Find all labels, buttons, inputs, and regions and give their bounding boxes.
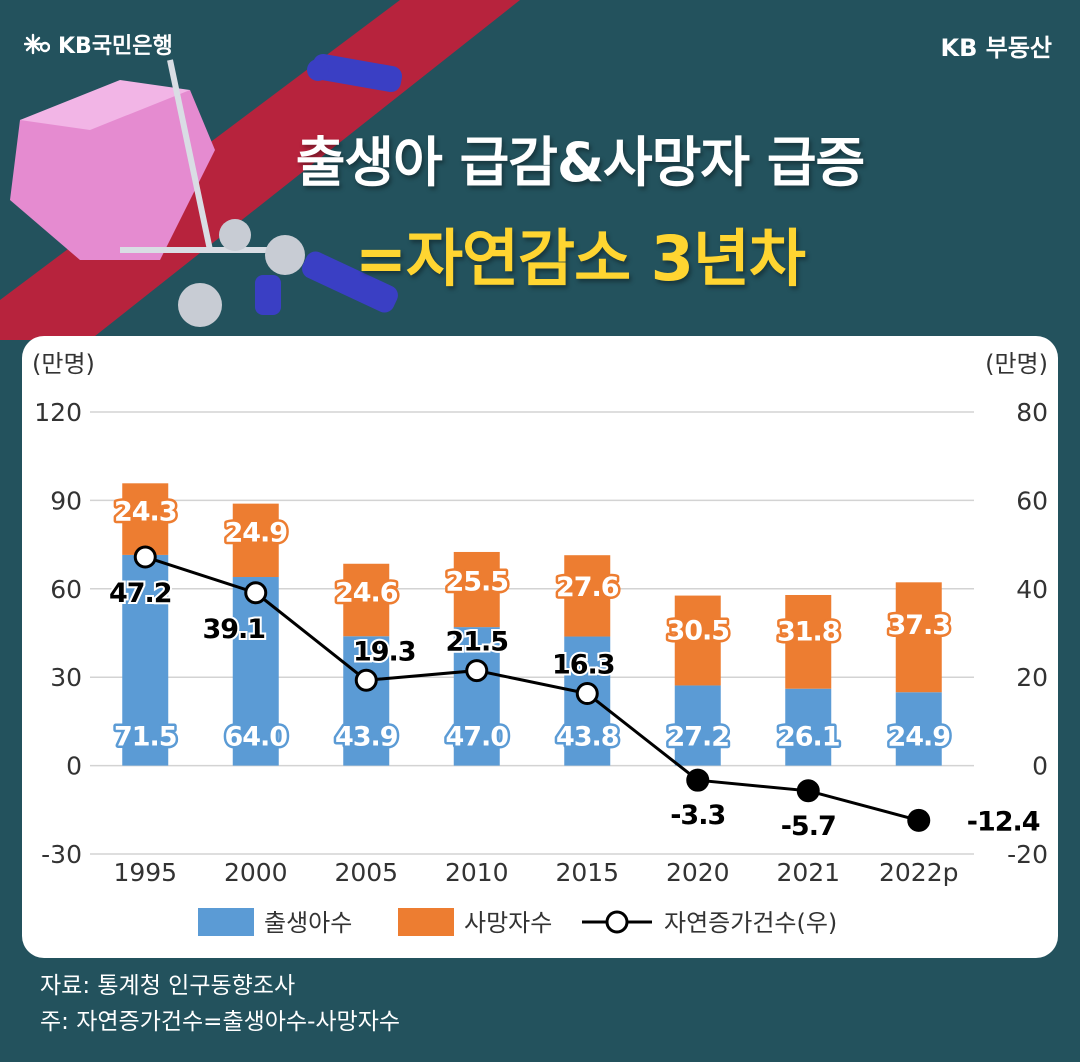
x-tick-label: 2010: [445, 858, 509, 887]
deaths-value-label: 24.3: [114, 497, 177, 528]
bar-births: [674, 685, 721, 766]
legend-label-natural: 자연증가건수(우): [664, 909, 837, 937]
line-point: [465, 659, 489, 683]
y-right-tick-label: 60: [1016, 486, 1048, 515]
y-right-tick-label: -20: [1007, 840, 1048, 869]
y-left-tick-label: -30: [41, 840, 82, 869]
line-point: [244, 581, 268, 605]
x-tick-label: 1995: [113, 858, 177, 887]
births-value-label: 64.0: [224, 722, 287, 753]
bar-births: [453, 627, 500, 766]
y-left-tick-label: 60: [50, 575, 82, 604]
page-subtitle: =자연감소 3년차: [355, 222, 806, 295]
births-value-label: 43.8: [556, 722, 619, 753]
y-right-unit-label: (만명): [985, 350, 1048, 378]
line-value-label: 16.3: [552, 650, 615, 681]
footer-notes: 자료: 통계청 인구동향조사 주: 자연증가건수=출생아수-사망자수: [40, 968, 400, 1040]
bar-deaths: [453, 551, 500, 628]
line-value-label: -12.4: [967, 806, 1040, 837]
x-tick-label: 2000: [224, 858, 288, 887]
chart-card: (만명) (만명) 120 90 60 30 0 -30 80 60 40 20 0 -20 1995 200…: [22, 336, 1058, 958]
deaths-value-label: 25.5: [445, 567, 508, 598]
births-value-label: 71.5: [114, 722, 177, 753]
line-point: [907, 808, 931, 832]
bar-births: [122, 554, 169, 766]
x-tick-label: 2020: [666, 858, 730, 887]
deaths-value-label: 31.8: [777, 617, 840, 648]
y-left-tick-label: 90: [50, 486, 82, 515]
births-value-label: 47.0: [445, 722, 508, 753]
y-right-tick-label: 0: [1032, 752, 1048, 781]
bar-births: [343, 636, 390, 766]
line-point: [796, 779, 820, 803]
line-value-label: 19.3: [353, 636, 416, 667]
line-point: [686, 768, 710, 792]
deaths-value-label: 27.6: [556, 572, 619, 603]
line-value-label: 39.1: [202, 614, 265, 645]
births-value-label: 26.1: [777, 722, 840, 753]
births-value-label: 43.9: [335, 722, 398, 753]
y-right-tick-label: 20: [1016, 663, 1048, 692]
line-point: [354, 668, 378, 692]
y-left-tick-label: 0: [66, 752, 82, 781]
x-tick-label: 2021: [776, 858, 840, 887]
y-left-unit-label: (만명): [32, 350, 95, 378]
bar-deaths: [564, 555, 611, 637]
person-figure-icon: [255, 53, 402, 315]
line-value-label: -5.7: [781, 811, 836, 842]
line-value-label: 47.2: [109, 578, 172, 609]
x-tick-label: 2015: [555, 858, 619, 887]
births-value-label: 27.2: [666, 722, 729, 753]
bar-births: [232, 577, 279, 766]
deaths-value-label: 30.5: [666, 616, 729, 647]
kb-star-logo-icon: [24, 33, 50, 55]
y-right-tick-label: 80: [1016, 398, 1048, 427]
deaths-value-label: 24.6: [335, 577, 398, 608]
bar-deaths: [785, 594, 832, 689]
x-tick-label: 2005: [334, 858, 398, 887]
legend-swatch-deaths: [398, 908, 454, 936]
line-point: [575, 682, 599, 706]
legend-marker-natural: [605, 910, 629, 934]
legend-label-deaths: 사망자수: [464, 909, 552, 937]
bar-deaths: [122, 483, 169, 555]
y-left-tick-label: 120: [34, 398, 82, 427]
brand-right-label: KB 부동산: [940, 34, 1053, 62]
formula-note: 주: 자연증가건수=출생아수-사망자수: [40, 1009, 401, 1035]
page-title: 출생아 급감&사망자 급증: [295, 131, 866, 194]
line-point: [133, 545, 157, 569]
bar-deaths: [343, 563, 390, 637]
births-value-label: 24.9: [887, 722, 950, 753]
line-value-label: -3.3: [670, 800, 725, 831]
deaths-value-label: 24.9: [224, 518, 287, 549]
bar-deaths: [232, 503, 279, 578]
header-illustration: [0, 0, 520, 340]
x-tick-label: 2022p: [879, 858, 959, 887]
deaths-value-label: 37.3: [887, 610, 950, 641]
line-value-label: 21.5: [445, 627, 508, 658]
combo-chart: (만명) (만명) 120 90 60 30 0 -30 80 60 40 20 0 -20 1995 200…: [32, 350, 1048, 937]
kb-bank-logo: KB국민은행: [24, 28, 173, 60]
line-natural-increase: [144, 555, 920, 822]
bar-deaths: [895, 582, 942, 693]
bar-births: [785, 688, 832, 766]
y-right-tick-label: 40: [1016, 575, 1048, 604]
legend-swatch-births: [198, 908, 254, 936]
y-left-tick-label: 30: [50, 663, 82, 692]
bar-deaths: [674, 595, 721, 686]
baby-stroller-illustration: [10, 59, 305, 327]
brand-left-label: KB국민은행: [58, 34, 173, 59]
source-note: 자료: 통계청 인구동향조사: [40, 973, 296, 999]
legend-label-births: 출생아수: [264, 909, 352, 937]
bar-births: [895, 692, 942, 766]
